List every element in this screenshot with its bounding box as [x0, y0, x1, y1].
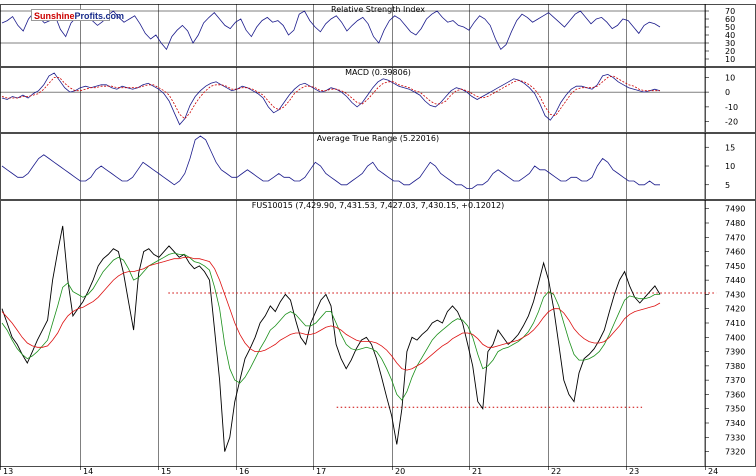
panel-2-y-tick-label: 5	[725, 181, 730, 190]
panel-3-y-tick-label: 7430	[725, 290, 745, 299]
panel-3-y-tick-label: 7320	[725, 448, 745, 457]
panel-3-y-tick-label: 7470	[725, 233, 745, 242]
panel-3-y-tick-label: 7330	[725, 433, 745, 442]
panel-3-y-tick-label: 7440	[725, 276, 745, 285]
panel-0-y-tick-label: 20	[725, 47, 735, 56]
panel-3-series-2-line	[1, 256, 661, 371]
panel-3-y-tick-label: 7490	[725, 205, 745, 214]
panel-3-title: FUS10015 (7,429.90, 7,431.53, 7,427.03, …	[252, 201, 504, 210]
panel-3-y-tick-label: 7450	[725, 262, 745, 271]
panel-1-series-1-line	[1, 75, 660, 120]
panel-3-series-0-line	[1, 225, 661, 452]
panel-3-y-tick-label: 7400	[725, 333, 745, 342]
logo-part-sunshine: Sunshine	[34, 11, 75, 21]
panel-0-y-tick-label: 50	[725, 23, 735, 32]
panel-1-frame	[0, 67, 756, 133]
panel-0-y-tick-label: 70	[725, 7, 735, 16]
panel-1-y-tick-label: -10	[725, 103, 738, 112]
panel-3-y-tick-label: 7370	[725, 376, 745, 385]
panel-3-series-1-line	[1, 252, 660, 401]
panel-3-y-tick-label: 7390	[725, 348, 745, 357]
logo-part-com: .com	[103, 11, 125, 21]
panel-3-y-tick-label: 7420	[725, 305, 745, 314]
panel-2-series-0-line	[1, 135, 660, 189]
logo-part-profits: Profits	[74, 11, 104, 21]
x-axis-tick-label: 21	[472, 467, 482, 476]
x-axis-tick-label: 24	[708, 467, 718, 476]
panel-0-series-0-line	[1, 10, 661, 51]
x-axis-tick-label: 14	[83, 467, 93, 476]
panel-0-y-tick-label: 10	[725, 55, 735, 64]
panel-2-y-tick-label: 10	[725, 162, 735, 171]
panel-0-y-tick-label: 40	[725, 31, 735, 40]
panel-3-y-tick-label: 7480	[725, 219, 745, 228]
panel-0-title: Relative Strength Index	[331, 5, 425, 14]
panel-1-y-tick-label: -20	[725, 118, 738, 127]
panel-3-y-tick-label: 7380	[725, 362, 745, 371]
panel-3-y-tick-label: 7350	[725, 405, 745, 414]
panel-3-y-tick-label: 7340	[725, 419, 745, 428]
panel-3-y-tick-label: 7410	[725, 319, 745, 328]
panel-3-y-tick-label: 7360	[725, 390, 745, 399]
x-axis-tick-label: 16	[239, 467, 249, 476]
panel-1-series-0-line	[1, 72, 661, 126]
x-axis-tick-label: 15	[161, 467, 171, 476]
panel-3-y-tick-label: 7460	[725, 248, 745, 257]
panel-1-y-tick-label: 10	[725, 73, 735, 82]
panel-1-y-tick-label: 0	[725, 88, 730, 97]
panel-2-frame	[0, 133, 756, 200]
panel-2-y-tick-label: 15	[725, 143, 735, 152]
x-axis-tick-label: 23	[629, 467, 639, 476]
panel-0-y-tick-label: 60	[725, 15, 735, 24]
sunshine-profits-logo: SunshineProfits.com	[31, 9, 124, 21]
x-axis-tick-label: 22	[551, 467, 561, 476]
panel-2-title: Average True Range (5.22016)	[317, 134, 439, 143]
x-axis-tick-label: 17	[316, 467, 326, 476]
panel-0-y-tick-label: 30	[725, 39, 735, 48]
x-axis-tick-label: 20	[395, 467, 405, 476]
panel-1-title: MACD (0.39806)	[345, 68, 411, 77]
x-axis-tick-label: 13	[3, 467, 13, 476]
panel-3-frame	[0, 200, 756, 467]
